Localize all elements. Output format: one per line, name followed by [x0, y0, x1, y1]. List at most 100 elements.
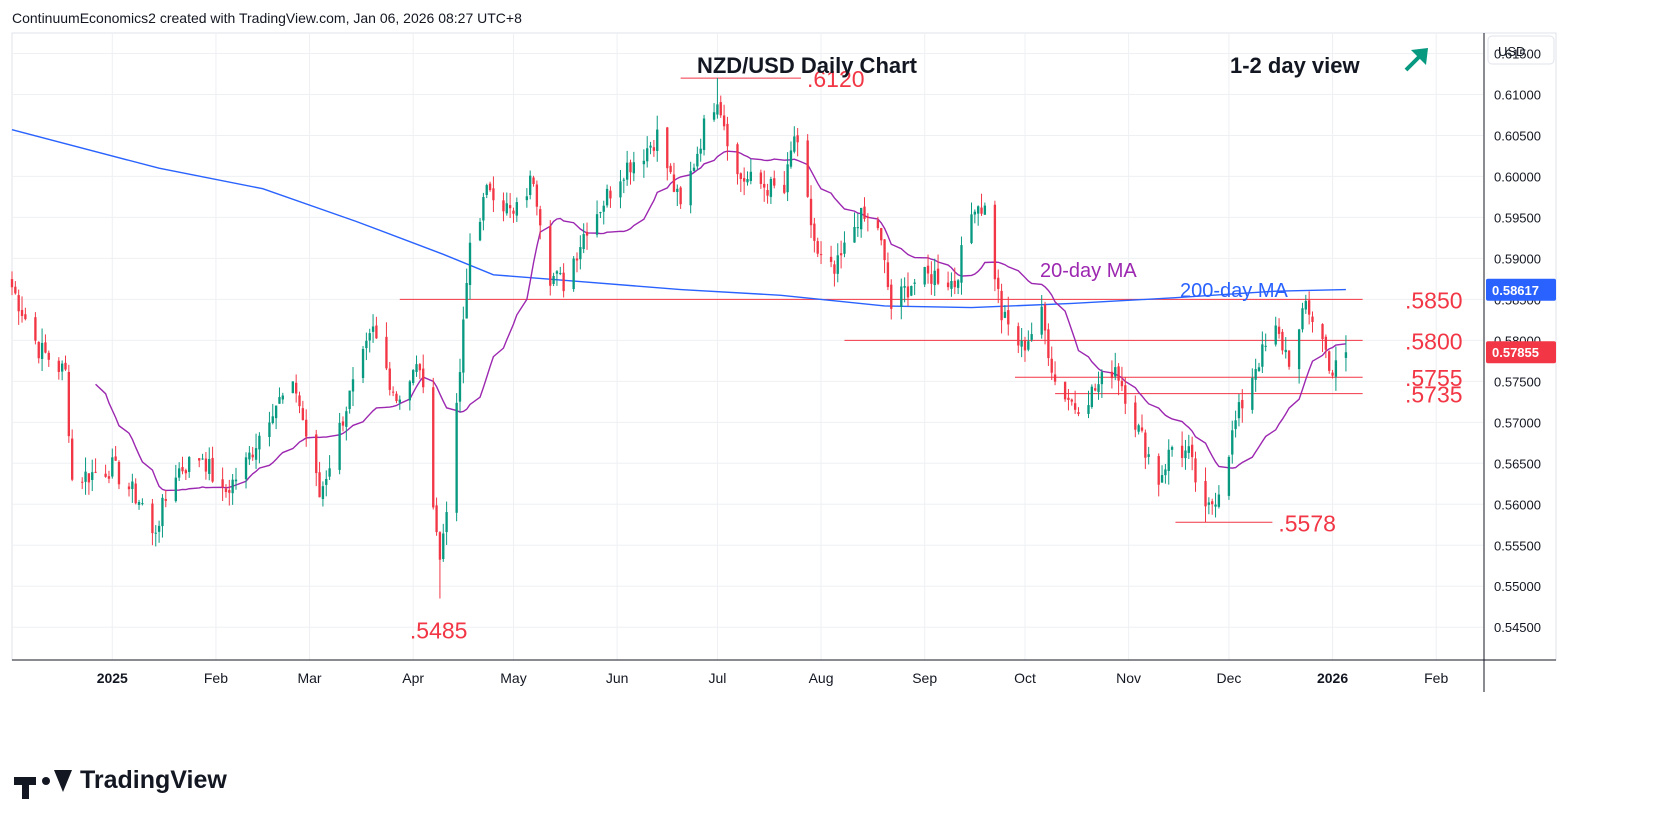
candle-body: [438, 532, 442, 560]
candle: [1334, 346, 1338, 391]
candle: [936, 254, 940, 286]
candle-body: [1231, 430, 1234, 455]
candle: [164, 489, 167, 508]
candle: [338, 412, 341, 475]
candle-body: [295, 382, 298, 394]
candle-body: [161, 497, 164, 527]
candle: [184, 468, 188, 480]
candle: [903, 277, 906, 303]
candle-body: [1274, 325, 1277, 345]
candle: [432, 377, 435, 510]
candle: [549, 220, 552, 296]
candle: [445, 501, 448, 545]
candle: [485, 183, 488, 199]
candle: [1134, 395, 1137, 438]
candle: [856, 213, 859, 237]
candle-body: [890, 284, 893, 309]
y-tick-label: 0.60500: [1494, 128, 1541, 143]
candle-body: [719, 102, 722, 116]
candle-body: [482, 197, 485, 221]
candle: [478, 218, 482, 242]
candle: [114, 445, 117, 461]
candle-body: [559, 273, 562, 275]
candle: [422, 354, 425, 394]
candle: [853, 212, 856, 243]
candle-body: [692, 167, 696, 171]
candle: [759, 169, 763, 189]
candle-body: [87, 473, 91, 483]
candle: [692, 163, 696, 172]
candle: [666, 126, 669, 181]
candle: [1187, 434, 1190, 459]
candle-body: [84, 471, 87, 482]
candle: [970, 202, 973, 245]
candle-body: [388, 368, 391, 390]
candle: [1053, 361, 1057, 386]
candle: [819, 241, 823, 265]
candle-body: [1097, 384, 1100, 393]
candle-body: [198, 458, 201, 461]
candle-body: [716, 104, 719, 115]
candle: [1077, 407, 1080, 417]
candle: [127, 482, 131, 497]
candle: [1167, 439, 1170, 485]
candle: [84, 457, 87, 495]
candle: [508, 193, 512, 219]
x-tick-label: Jul: [708, 670, 726, 686]
candle: [1184, 439, 1187, 470]
candle: [488, 181, 492, 192]
candle-body: [535, 184, 539, 207]
candle: [689, 161, 692, 214]
candle-body: [809, 198, 813, 226]
candle: [1030, 322, 1033, 342]
candle: [1217, 485, 1221, 509]
candle: [572, 256, 575, 292]
candle-body: [1043, 304, 1047, 331]
candle-body: [141, 503, 144, 505]
tradingview-brand[interactable]: TradingView: [14, 766, 227, 799]
candle-body: [201, 458, 204, 460]
candle: [973, 209, 977, 224]
candle-body: [829, 256, 833, 262]
candle-body: [609, 190, 612, 199]
candle: [465, 268, 468, 319]
candle: [291, 381, 294, 394]
candle: [1070, 398, 1073, 406]
candle-body: [1110, 371, 1114, 379]
candle: [351, 367, 355, 407]
candle-body: [702, 118, 706, 150]
candle: [793, 126, 796, 154]
candle: [254, 433, 258, 469]
candle-body: [672, 174, 676, 192]
candle: [151, 498, 154, 546]
candle-body: [1073, 403, 1077, 410]
candle-body: [465, 283, 468, 319]
candle-body: [789, 150, 793, 167]
candle-body: [1277, 326, 1281, 334]
candle: [1254, 358, 1257, 392]
candle-body: [221, 479, 224, 488]
candle-body: [1304, 300, 1307, 310]
candle: [20, 296, 24, 323]
candle: [696, 146, 699, 170]
candle: [816, 237, 819, 258]
candle-body: [17, 295, 20, 312]
chart-attribution: ContinuumEconomics2 created with Trading…: [12, 10, 522, 26]
candle: [642, 149, 646, 178]
candle: [1170, 445, 1174, 457]
ma200-line: [11, 129, 1346, 309]
candle-body: [278, 397, 281, 404]
candle: [141, 498, 144, 506]
candle: [529, 170, 532, 200]
candle-body: [351, 379, 355, 392]
candle: [305, 409, 308, 447]
candle-body: [816, 241, 819, 254]
candle: [1331, 369, 1334, 379]
candle: [555, 270, 559, 286]
candle-body: [1053, 374, 1057, 382]
candle: [629, 159, 632, 185]
candle: [796, 127, 799, 157]
candle-body: [20, 310, 24, 317]
candle: [836, 243, 839, 283]
